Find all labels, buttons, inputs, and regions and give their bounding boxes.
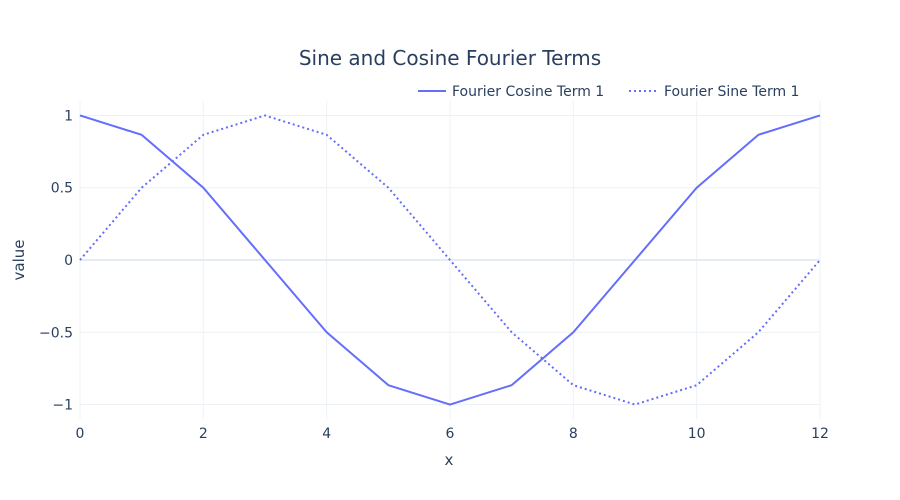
legend-item: Fourier Cosine Term 1 [418,84,604,100]
y-tick-label: 0 [64,253,73,269]
y-tick-label: −1 [52,398,73,414]
chart-title: Sine and Cosine Fourier Terms [299,46,601,70]
y-tick-label: 1 [64,108,73,124]
axes-layer: 0 2 4 6 8 10 12 1 0.5 0 −0.5 −1 [39,108,829,442]
x-tick-label: 6 [446,426,455,442]
y-axis-title: value [10,240,28,281]
x-tick-label: 8 [569,426,578,442]
legend-label: Fourier Sine Term 1 [664,84,799,100]
x-tick-label: 12 [811,426,829,442]
legend-label: Fourier Cosine Term 1 [452,84,604,100]
y-tick-label: −0.5 [39,325,73,341]
x-tick-label: 10 [688,426,706,442]
series-layer [79,114,821,406]
y-tick-label: 0.5 [51,181,73,197]
x-tick-label: 2 [199,426,208,442]
series-line-cosine [79,114,821,406]
x-tick-label: 4 [322,426,331,442]
x-tick-label: 0 [76,426,85,442]
series-line-sine [79,114,821,406]
legend-item: Fourier Sine Term 1 [629,84,799,100]
legend-layer: Fourier Cosine Term 1 Fourier Sine Term 1 [418,84,799,100]
x-axis-title: x [445,451,454,469]
